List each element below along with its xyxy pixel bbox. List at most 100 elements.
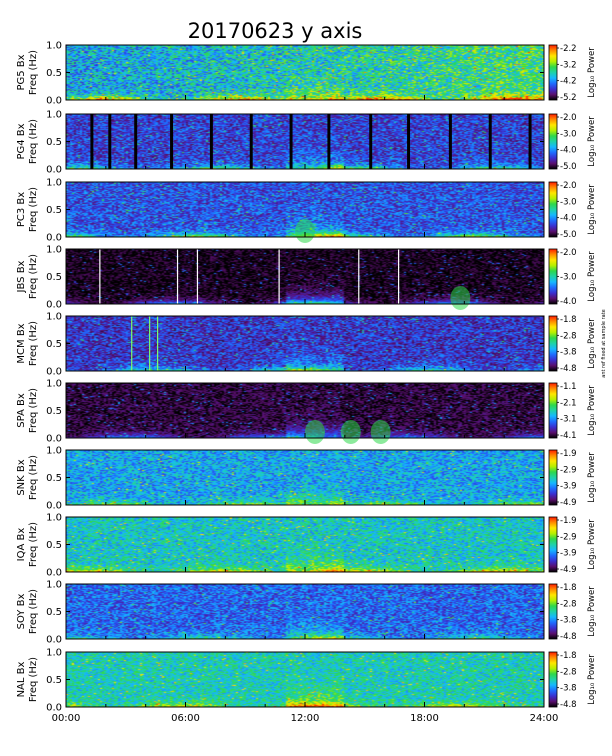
y-tick-label: 0.0 [46, 434, 62, 445]
y-tick-label: 0.5 [46, 205, 62, 216]
pulsation-burst [450, 286, 471, 310]
panel-iqa-bx: 0.0 0.5 1.0 IQA Bx Freq (Hz) -1.9 -2.9 -3.9 -4.9… [16, 513, 597, 579]
colorbar [548, 113, 558, 170]
station-label: PG5 Bx [16, 54, 27, 90]
spike-line [196, 249, 199, 304]
freq-axis-label: Freq (Hz) [28, 522, 39, 567]
colorbar-tick-label: -3.2 [560, 60, 577, 70]
y-tick-label: 1.0 [46, 245, 62, 256]
spectrogram-image [66, 114, 544, 169]
station-label: SNK Bx [16, 459, 27, 495]
x-tick-label: 00:00 [52, 713, 81, 724]
freq-axis-label: Freq (Hz) [28, 455, 39, 500]
colorbar-tick-label: -4.0 [560, 297, 577, 307]
colorbar-tick-label: -4.8 [560, 632, 577, 642]
colorbar [548, 248, 558, 305]
figure-title: 20170623 y axis [188, 19, 363, 43]
colorbar [548, 651, 558, 708]
colorbar-tick-label: -5.2 [560, 93, 577, 103]
x-tick-label: 24:00 [530, 713, 559, 724]
spectrogram-image [66, 249, 544, 304]
colorbar-tick-label: -4.1 [560, 431, 577, 441]
colorbar-tick-label: -1.8 [560, 651, 577, 661]
panel-spa-bx: 0.0 0.5 1.0 SPA Bx Freq (Hz) -1.1 -2.1 -3.1 -4.1… [16, 379, 597, 445]
colorbar [548, 516, 558, 573]
freq-axis-label: Freq (Hz) [28, 254, 39, 299]
pulsation-burst [370, 420, 391, 444]
colorbar-tick-label: -2.8 [560, 599, 577, 609]
pulsation-burst [340, 420, 361, 444]
panel-pc3-bx: 0.0 0.5 1.0 PC3 Bx Freq (Hz) -2.0 -3.0 -4.0 -5.0… [16, 178, 597, 244]
spike-line [358, 249, 360, 304]
colorbar-label: Log₁₀ Power [587, 385, 597, 436]
y-tick-label: 0.0 [46, 367, 62, 378]
colorbar-label: Log₁₀ Power [587, 184, 597, 235]
pulsation-burst [295, 219, 315, 243]
panel-pg5-bx: 0.0 0.5 1.0 PG5 Bx Freq (Hz) -2.2 -3.2 -4.2 -5.2… [16, 41, 597, 107]
colorbar-tick-label: -3.9 [560, 482, 577, 492]
sample-rate-note: ant ref fixed at sample rate [601, 309, 607, 378]
colorbar-tick-label: -2.9 [560, 465, 577, 475]
colorbar-tick-label: -4.8 [560, 364, 577, 374]
panel-nal-bx: 0.0 0.5 1.0 NAL Bx Freq (Hz) -1.8 -2.8 -3.8 -4.8… [16, 648, 597, 714]
spike-line [149, 316, 151, 371]
y-tick-label: 1.0 [46, 178, 62, 189]
spike-line [99, 249, 101, 304]
colorbar-label: Log₁₀ Power [587, 654, 597, 705]
y-tick-label: 1.0 [46, 41, 62, 52]
station-label: SPA Bx [16, 393, 27, 428]
spectrogram-image [66, 450, 544, 505]
station-label: PC3 Bx [16, 192, 27, 227]
data-gap-bar [249, 114, 253, 169]
colorbar-label: Log₁₀ Power [587, 116, 597, 167]
panel-mcm-bx: 0.0 0.5 1.0 MCM Bx Freq (Hz) -1.8 -2.8 -3.8 -4.8… [16, 309, 607, 378]
y-tick-label: 1.0 [46, 513, 62, 524]
data-gap-bar [528, 114, 532, 169]
colorbar-label: Log₁₀ Power [587, 251, 597, 302]
spectrogram-image [66, 316, 544, 371]
y-tick-label: 0.5 [46, 675, 62, 686]
y-tick-label: 0.0 [46, 165, 62, 176]
spectrogram-image [66, 584, 544, 639]
y-tick-label: 0.5 [46, 406, 62, 417]
station-label: MCM Bx [16, 323, 27, 363]
colorbar-tick-label: -2.1 [560, 398, 577, 408]
data-gap-bar [108, 114, 112, 169]
station-label: PG4 Bx [16, 123, 27, 159]
colorbar-tick-label: -3.8 [560, 348, 577, 358]
colorbar-tick-label: -3.0 [560, 129, 577, 139]
colorbar-tick-label: -1.9 [560, 449, 577, 459]
y-tick-label: 0.5 [46, 607, 62, 618]
colorbar-tick-label: -3.0 [560, 273, 577, 283]
colorbar-tick-label: -4.0 [560, 146, 577, 156]
colorbar-tick-label: -4.2 [560, 77, 577, 87]
colorbar [548, 44, 558, 101]
data-gap-bar [209, 114, 213, 169]
data-gap-bar [448, 114, 452, 169]
spike-line [131, 316, 133, 371]
y-tick-label: 0.0 [46, 300, 62, 311]
colorbar-label: Log₁₀ Power [587, 318, 597, 369]
colorbar-tick-label: -4.8 [560, 700, 577, 710]
panel-jbs-bx: 0.0 0.5 1.0 JBS Bx Freq (Hz) -2.0 -3.0 -4.0 Log₁… [16, 245, 597, 311]
freq-axis-label: Freq (Hz) [28, 50, 39, 95]
colorbar-tick-label: -1.1 [560, 382, 577, 392]
data-gap-bar [488, 114, 492, 169]
data-gap-bar [407, 114, 411, 169]
colorbar [548, 315, 558, 372]
y-tick-label: 0.5 [46, 540, 62, 551]
freq-axis-label: Freq (Hz) [28, 119, 39, 164]
y-tick-label: 0.5 [46, 339, 62, 350]
panel-pg4-bx: 0.0 0.5 1.0 PG4 Bx Freq (Hz) -2.0 -3.0 -4.0 -5.0… [16, 110, 597, 176]
y-tick-label: 0.5 [46, 68, 62, 79]
station-label: IQA Bx [16, 528, 27, 562]
colorbar [548, 449, 558, 506]
colorbar-tick-label: -5.0 [560, 230, 577, 240]
panel-soy-bx: 0.0 0.5 1.0 SOY Bx Freq (Hz) -1.8 -2.8 -3.8 -4.8… [16, 580, 597, 646]
data-gap-bar [170, 114, 174, 169]
spike-line [157, 316, 159, 371]
colorbar-label: Log₁₀ Power [587, 452, 597, 503]
colorbar-tick-label: -2.2 [560, 44, 577, 54]
colorbar-tick-label: -2.0 [560, 181, 577, 191]
